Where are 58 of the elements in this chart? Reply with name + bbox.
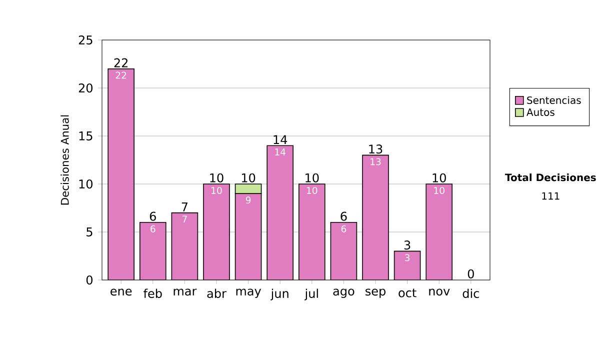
total-label: 7 — [182, 202, 188, 212]
x-tick-label: may — [236, 288, 262, 298]
total-label: 13 — [369, 144, 382, 154]
data-label: 10 — [212, 186, 222, 194]
x-tick-label: abr — [207, 288, 226, 298]
total-label: 10 — [210, 173, 224, 182]
x-tick-label: jul — [304, 288, 318, 300]
data-label: 3 — [405, 254, 410, 262]
x-tick-label: feb — [144, 288, 162, 298]
data-label: 13 — [370, 158, 381, 166]
legend-label: Sentencias — [527, 96, 581, 104]
y-tick-label: 25 — [78, 35, 92, 45]
data-label: 6 — [150, 225, 156, 232]
data-label: 10 — [434, 186, 444, 194]
bar — [426, 184, 453, 280]
y-tick-label: 15 — [79, 132, 92, 140]
text: Total Decisiones — [505, 173, 596, 182]
bar — [394, 251, 420, 280]
data-label: 6 — [341, 225, 346, 232]
total-label: 6 — [340, 212, 347, 221]
bar — [267, 146, 294, 280]
y-tick-label: 20 — [78, 83, 92, 93]
text: 111 — [542, 192, 560, 200]
total-label: 0 — [468, 269, 474, 278]
total-label: 10 — [242, 173, 256, 182]
x-tick-label: sep — [366, 288, 386, 298]
x-tick-label: mar — [174, 288, 197, 296]
total-label: 10 — [432, 173, 446, 182]
legend-label: Autos — [526, 108, 554, 116]
bar — [234, 184, 262, 194]
x-tick-label: dic — [462, 288, 479, 298]
total-label: 10 — [306, 173, 319, 182]
y-tick-label: 5 — [86, 228, 92, 236]
bar — [203, 184, 230, 280]
x-tick-label: nov — [429, 288, 450, 296]
bar — [362, 155, 389, 280]
bar — [330, 222, 357, 280]
data-label: 7 — [182, 216, 187, 223]
x-tick-label: ago — [333, 288, 354, 298]
y-tick-label: 10 — [79, 179, 92, 189]
bar — [298, 184, 325, 280]
total-label: 6 — [150, 212, 156, 221]
data-label: 9 — [246, 196, 251, 204]
y-tick-label: 0 — [86, 275, 92, 285]
x-tick-label: oct — [398, 288, 416, 298]
y-axis-title: Decisiones Anual — [60, 115, 69, 205]
bar — [140, 222, 166, 280]
data-label: 14 — [275, 148, 286, 156]
x-tick-label: ene — [110, 288, 132, 296]
x-tick-label: jun — [270, 288, 288, 300]
total-label: 14 — [274, 135, 288, 144]
total-label: 22 — [114, 58, 128, 68]
data-label: 22 — [116, 72, 126, 79]
bar — [108, 68, 134, 280]
total-label: 3 — [404, 240, 410, 250]
bar — [172, 212, 198, 280]
bar — [235, 194, 262, 280]
data-label: 10 — [306, 186, 318, 194]
